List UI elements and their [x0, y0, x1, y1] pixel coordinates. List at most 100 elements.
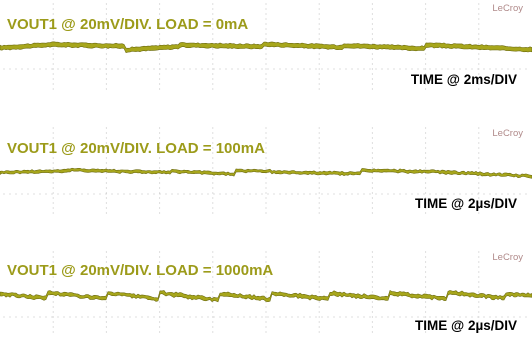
grid-dot: [52, 207, 54, 209]
grid-dot: [159, 197, 161, 199]
grid-dot: [81, 316, 83, 318]
grid-dot: [265, 48, 267, 50]
grid-dot: [212, 266, 214, 268]
grid-dot: [201, 193, 203, 195]
grid-dot: [441, 316, 443, 318]
grid-dot: [371, 321, 373, 323]
grid-dot: [369, 316, 371, 318]
grid-dot: [105, 212, 107, 214]
grid-dot: [478, 18, 480, 20]
grid-dot: [105, 48, 107, 50]
grid-dot: [243, 316, 245, 318]
grid-dot: [318, 88, 320, 90]
grid-dot: [212, 18, 214, 20]
grid-dot: [3, 316, 5, 318]
grid-dot: [371, 207, 373, 209]
grid-dot: [261, 193, 263, 195]
grid-dot: [212, 83, 214, 85]
grid-dot: [425, 137, 427, 139]
grid-dot: [297, 193, 299, 195]
grid-dot: [363, 68, 365, 70]
scope-panel-1000mA: VOUT1 @ 20mV/DIV. LOAD = 1000mA LeCroy T…: [0, 251, 532, 333]
grid-dot: [52, 271, 54, 273]
grid-dot: [52, 251, 54, 253]
grid-dot: [159, 167, 161, 169]
grid-dot: [33, 316, 35, 318]
grid-dot: [57, 316, 59, 318]
grid-dot: [465, 68, 467, 70]
grid-dot: [165, 193, 167, 195]
grid-dot: [411, 316, 413, 318]
grid-dot: [478, 73, 480, 75]
grid-dot: [425, 177, 427, 179]
grid-dot: [425, 147, 427, 149]
grid-dot: [351, 193, 353, 195]
grid-dot: [111, 68, 113, 70]
grid-dot: [183, 193, 185, 195]
grid-dot: [371, 137, 373, 139]
grid-dot: [478, 78, 480, 80]
lecroy-brand-0: LeCroy: [492, 3, 523, 14]
grid-dot: [265, 162, 267, 164]
grid-dot: [212, 187, 214, 189]
grid-dot: [318, 78, 320, 80]
grid-dot: [519, 193, 521, 195]
grid-dot: [212, 28, 214, 30]
grid-dot: [525, 193, 527, 195]
grid-dot: [371, 311, 373, 313]
grid-dot: [105, 291, 107, 293]
grid-dot: [105, 187, 107, 189]
grid-dot: [371, 316, 373, 318]
grid-dot: [265, 88, 267, 90]
grid-dot: [309, 68, 311, 70]
grid-dot: [489, 68, 491, 70]
grid-dot: [519, 68, 521, 70]
grid-dot: [105, 53, 107, 55]
grid-dot: [212, 33, 214, 35]
grid-dot: [265, 58, 267, 60]
grid-dot: [159, 132, 161, 134]
grid-dot: [39, 316, 41, 318]
grid-dot: [212, 8, 214, 10]
grid-dot: [318, 207, 320, 209]
grid-dot: [303, 193, 305, 195]
grid-dot: [52, 48, 54, 50]
grid-dot: [478, 13, 480, 15]
grid-dot: [159, 281, 161, 283]
grid-dot: [52, 202, 54, 204]
grid-dot: [105, 147, 107, 149]
grid-dot: [425, 13, 427, 15]
grid-dot: [212, 132, 214, 134]
grid-dot: [212, 23, 214, 25]
grid-dot: [21, 68, 23, 70]
grid-dot: [45, 316, 47, 318]
grid-dot: [3, 68, 5, 70]
grid-dot: [105, 301, 107, 303]
grid-dot: [52, 316, 54, 318]
grid-dot: [425, 286, 427, 288]
grid-dot: [87, 68, 89, 70]
grid-dot: [371, 331, 373, 333]
grid-dot: [478, 281, 480, 283]
grid-dot: [265, 296, 267, 298]
grid-dot: [105, 251, 107, 253]
grid-dot: [212, 38, 214, 40]
grid-dot: [93, 316, 95, 318]
grid-dot: [141, 193, 143, 195]
grid-dot: [267, 68, 269, 70]
grid-dot: [52, 53, 54, 55]
grid-dot: [159, 306, 161, 308]
grid-dot: [291, 316, 293, 318]
grid-dot: [52, 58, 54, 60]
grid-dot: [265, 326, 267, 328]
grid-dot: [159, 162, 161, 164]
grid-dot: [105, 321, 107, 323]
grid-dot: [371, 23, 373, 25]
grid-dot: [357, 316, 359, 318]
trace-100mA: [0, 167, 532, 179]
panel-title-1000mA: VOUT1 @ 20mV/DIV. LOAD = 1000mA: [7, 262, 273, 279]
grid-dot: [351, 316, 353, 318]
grid-dot: [212, 78, 214, 80]
grid-dot: [441, 68, 443, 70]
grid-dot: [105, 162, 107, 164]
